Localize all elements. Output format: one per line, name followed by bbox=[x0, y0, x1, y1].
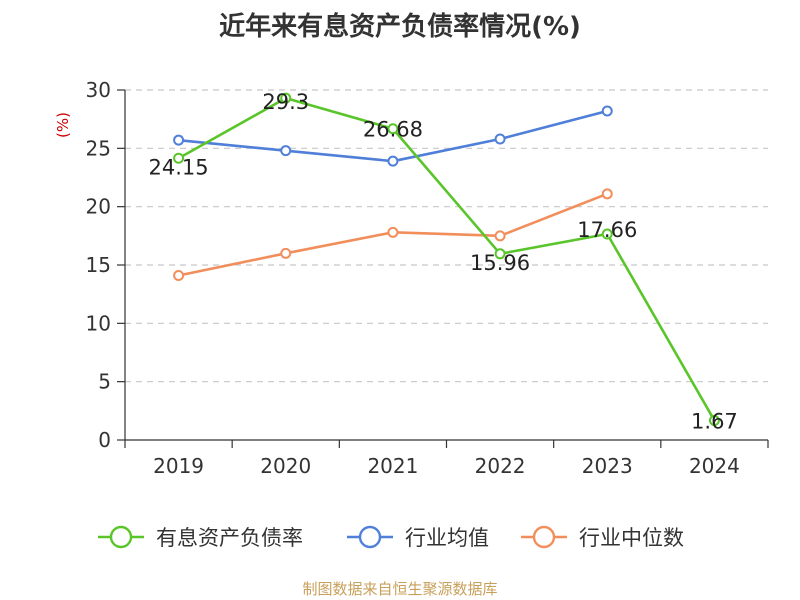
y-tick-label: 5 bbox=[98, 370, 111, 394]
legend-item: 行业中位数 bbox=[521, 525, 684, 550]
axes: 0 5 10 15 20 25 30 2019 2020 2021 2022 2023 2024 bbox=[86, 78, 769, 478]
x-tick-label: 2021 bbox=[367, 454, 418, 478]
data-point bbox=[280, 145, 292, 157]
data-point bbox=[280, 247, 292, 259]
legend: 有息资产负债率 行业均值 行业中位数 bbox=[98, 525, 684, 550]
source-note: 制图数据来自恒生聚源数据库 bbox=[302, 580, 498, 598]
x-tick-label: 2023 bbox=[582, 454, 633, 478]
legend-marker bbox=[532, 525, 556, 549]
data-point bbox=[173, 270, 185, 281]
data-label: 24.15 bbox=[149, 155, 209, 179]
data-point bbox=[601, 228, 613, 240]
series-行业均值 bbox=[173, 105, 613, 167]
y-axis-label: (%) bbox=[54, 112, 72, 138]
data-label: 17.66 bbox=[577, 218, 637, 242]
legend-label: 行业中位数 bbox=[579, 526, 684, 550]
y-tick-label: 30 bbox=[86, 78, 111, 102]
legend-label: 行业均值 bbox=[405, 526, 489, 550]
series-有息资产负债率: 24.15 29.3 26.68 15.96 17.66 1.67 bbox=[149, 90, 738, 433]
series-行业中位数 bbox=[173, 188, 613, 281]
chart-title: 近年来有息资产负债率情况(%) bbox=[219, 12, 581, 42]
data-point bbox=[173, 134, 185, 146]
data-point bbox=[387, 155, 399, 167]
legend-marker bbox=[358, 525, 382, 549]
gridlines bbox=[125, 89, 768, 383]
data-point bbox=[601, 105, 613, 117]
data-point bbox=[708, 415, 720, 427]
legend-marker bbox=[109, 525, 133, 549]
legend-label: 有息资产负债率 bbox=[156, 526, 303, 550]
y-tick-label: 15 bbox=[86, 253, 111, 277]
data-point bbox=[173, 152, 185, 164]
data-point bbox=[387, 123, 399, 135]
data-point bbox=[387, 226, 399, 238]
y-tick-label: 10 bbox=[86, 311, 111, 335]
x-tick-label: 2020 bbox=[260, 454, 311, 478]
y-tick-label: 0 bbox=[98, 428, 111, 452]
x-tick-label: 2022 bbox=[475, 454, 526, 478]
data-label: 29.3 bbox=[262, 90, 309, 114]
data-label: 26.68 bbox=[363, 118, 423, 142]
legend-item: 有息资产负债率 bbox=[98, 525, 303, 550]
legend-item: 行业均值 bbox=[347, 525, 489, 550]
x-tick-label: 2024 bbox=[689, 454, 740, 478]
data-point bbox=[494, 230, 506, 242]
data-label: 15.96 bbox=[470, 251, 530, 275]
data-label: 1.67 bbox=[691, 410, 738, 434]
series-group: 24.15 29.3 26.68 15.96 17.66 1.67 bbox=[149, 90, 738, 433]
data-point bbox=[280, 92, 292, 104]
data-point bbox=[601, 188, 613, 200]
y-tick-label: 20 bbox=[86, 195, 111, 219]
series-line bbox=[177, 96, 716, 422]
data-point bbox=[494, 133, 506, 145]
data-point bbox=[494, 248, 506, 260]
x-tick-label: 2019 bbox=[153, 454, 204, 478]
y-tick-label: 25 bbox=[86, 136, 111, 160]
